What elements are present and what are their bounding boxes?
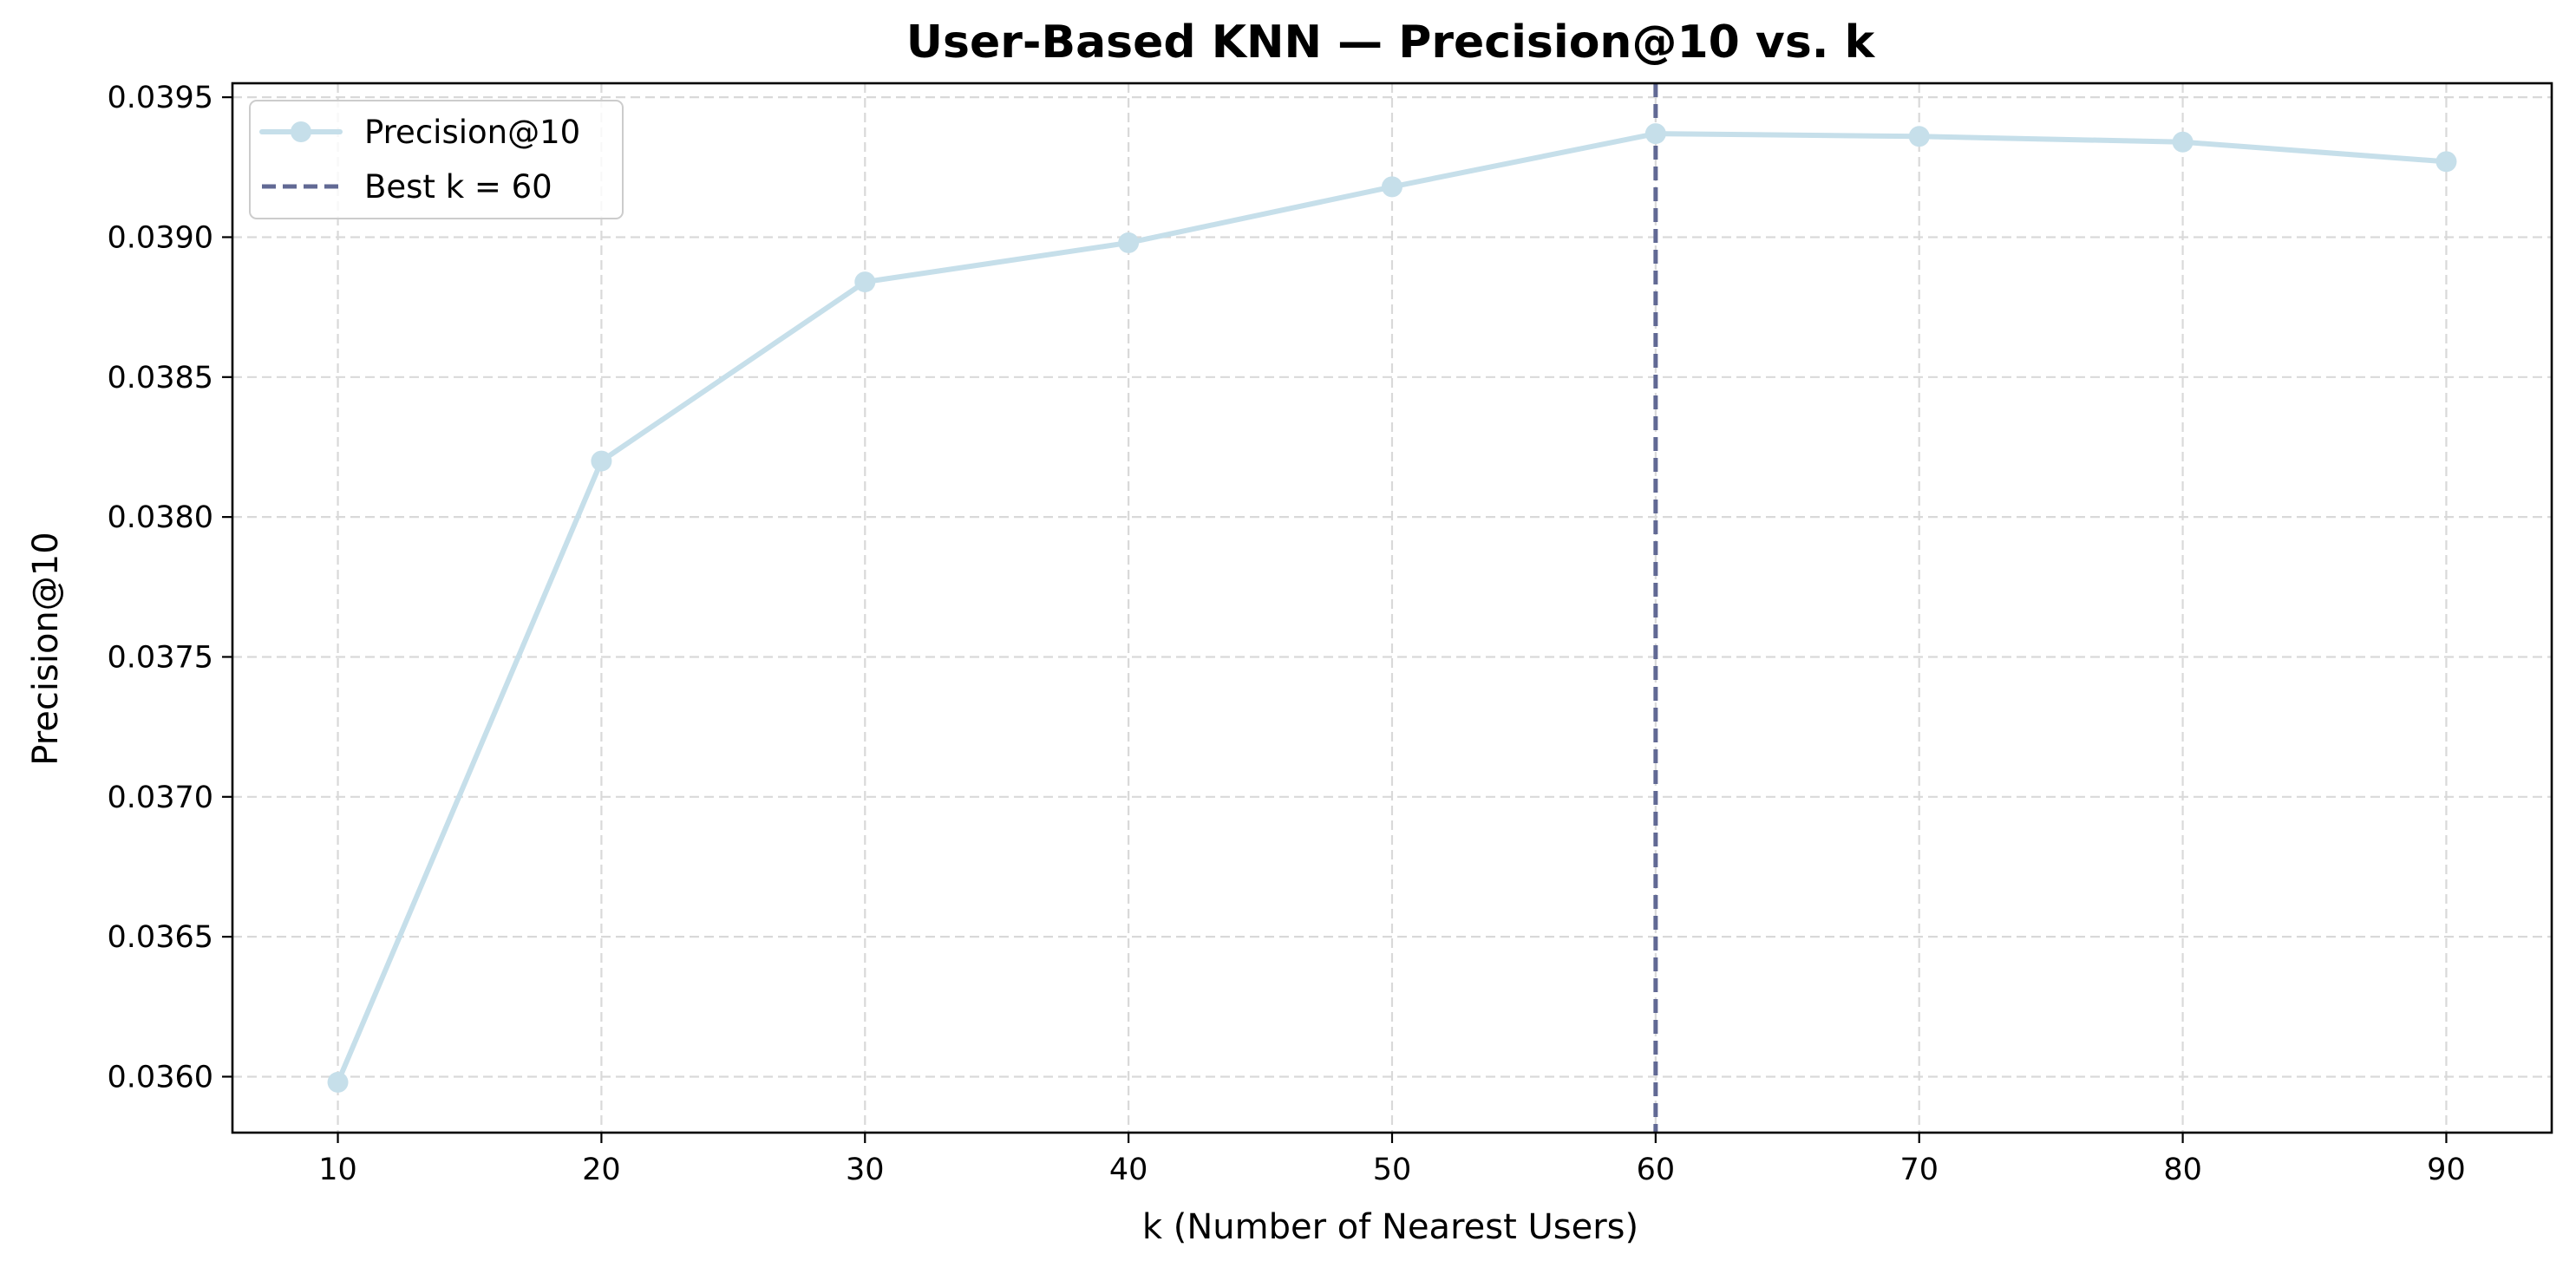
data-point [1118,232,1140,253]
y-tick-label: 0.0365 [108,920,213,955]
y-tick-label: 0.0380 [108,500,213,535]
x-tick-label: 40 [1109,1153,1148,1187]
y-tick-label: 0.0360 [108,1060,213,1094]
x-axis-label: k (Number of Nearest Users) [1142,1207,1638,1247]
legend-series-marker [291,121,311,142]
data-point [327,1071,349,1093]
y-axis-label: Precision@10 [26,532,66,765]
data-point [2435,151,2457,173]
chart-title: User-Based KNN — Precision@10 vs. k [906,16,1876,69]
x-tick-label: 50 [1373,1153,1412,1187]
x-tick-label: 20 [582,1153,621,1187]
x-tick-label: 70 [1899,1153,1939,1187]
series-layer [327,123,2457,1093]
y-tick-label: 0.0385 [108,361,213,395]
data-point [854,271,876,293]
y-tick-label: 0.0395 [108,81,213,115]
x-tick-label: 90 [2427,1153,2466,1187]
data-point [591,450,612,472]
y-tick-label: 0.0370 [108,781,213,815]
y-tick-label: 0.0390 [108,220,213,255]
x-axis: 10 20 30 40 50 60 70 80 90 [318,1133,2466,1187]
data-point [1644,123,1666,145]
y-tick-label: 0.0375 [108,640,213,675]
legend-label-reference: Best k = 60 [364,168,552,206]
data-point [2172,131,2194,153]
grid [232,83,2552,1133]
data-point [1382,176,1402,198]
x-tick-label: 10 [318,1153,357,1187]
data-point [1908,126,1930,147]
y-axis: 0.0360 0.0365 0.0370 0.0375 0.0380 0.0385 0.03… [108,81,232,1094]
legend-box [249,100,624,219]
x-tick-label: 80 [2163,1153,2202,1187]
x-tick-label: 60 [1637,1153,1676,1187]
legend-label-series: Precision@10 [364,114,580,151]
x-tick-label: 30 [846,1153,885,1187]
legend: Precision@10 Best k = 60 [249,100,624,219]
